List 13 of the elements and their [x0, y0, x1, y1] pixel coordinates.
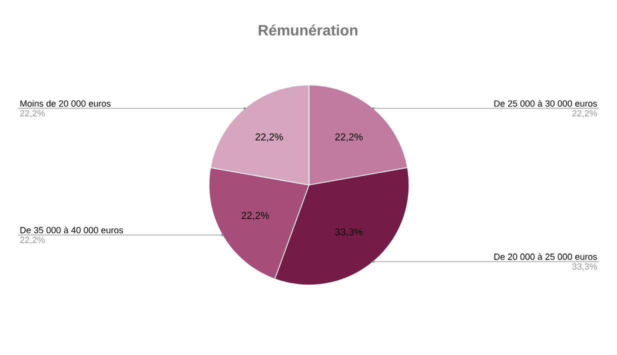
data-label: 22,2% — [242, 212, 270, 220]
text: 22,2% — [20, 110, 45, 118]
data-label: 22,2% — [256, 133, 283, 142]
slice-label: De 20 000 à 25 000 euros — [494, 253, 597, 260]
text: 22,2% — [572, 110, 597, 118]
chart-title: Rémunération — [258, 24, 358, 36]
slice-label: Moins de 20 000 euros — [20, 100, 111, 107]
text: 22,2% — [20, 236, 45, 244]
data-label: 22,2% — [335, 133, 363, 142]
data-label: 33,3% — [335, 228, 363, 237]
slice-label: De 25 000 à 30 000 euros — [494, 100, 597, 107]
slice-label: De 35 000 à 40 000 euros — [20, 226, 124, 234]
text: 33,3% — [572, 263, 597, 271]
